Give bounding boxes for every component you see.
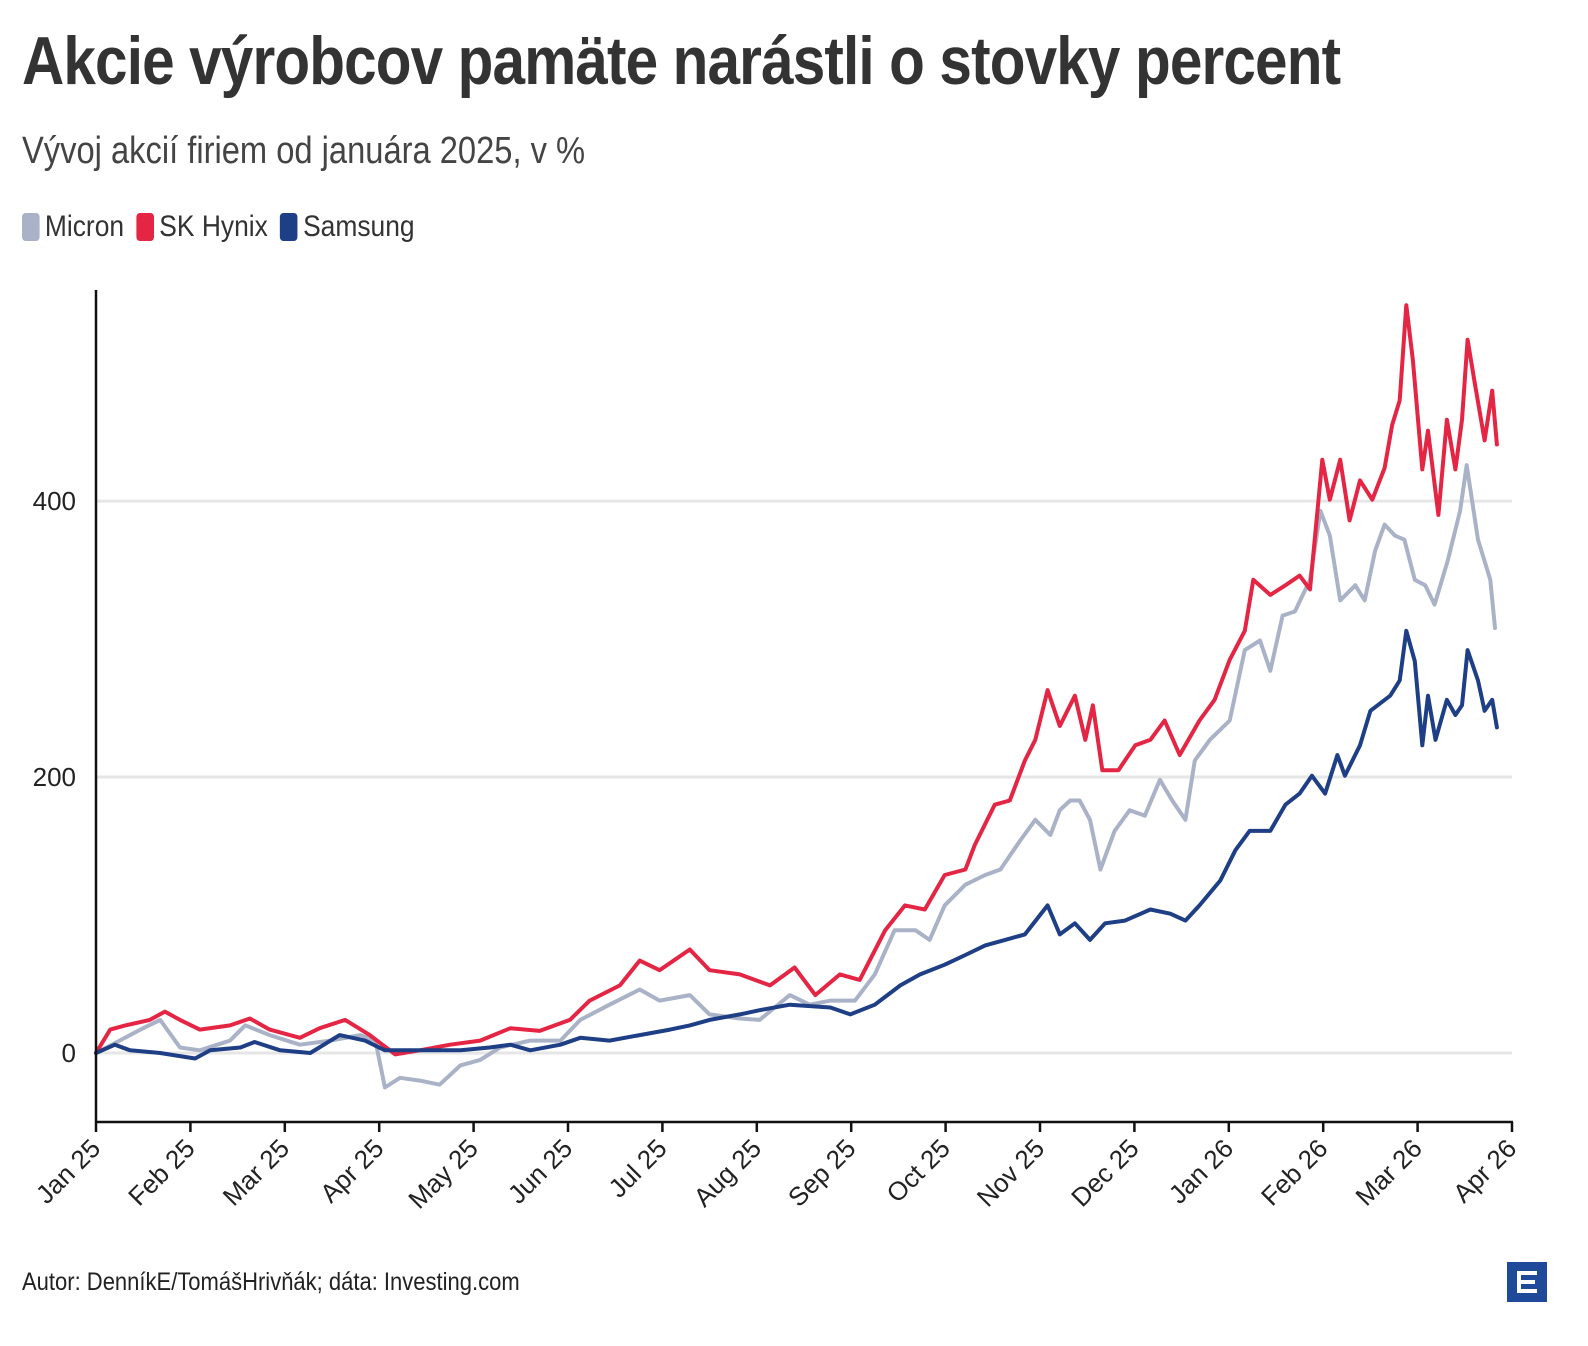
x-tick-label: May 25 xyxy=(402,1133,484,1215)
legend-swatch-micron xyxy=(22,213,40,241)
x-tick-label: Feb 25 xyxy=(122,1133,200,1211)
chart-subtitle: Vývoj akcií firiem od januára 2025, v % xyxy=(22,130,586,172)
x-tick-label: Aug 25 xyxy=(688,1133,767,1212)
x-tick-label: Apr 25 xyxy=(314,1133,389,1208)
series-line-sk-hynix xyxy=(94,303,1499,1057)
legend-item-samsung: Samsung xyxy=(280,210,415,244)
legend: Micron SK Hynix Samsung xyxy=(22,210,415,244)
x-tick-label: Dec 25 xyxy=(1065,1133,1144,1212)
x-tick-label: Apr 26 xyxy=(1447,1133,1522,1208)
x-tick-label: Oct 25 xyxy=(880,1133,955,1208)
publisher-logo xyxy=(1507,1262,1547,1302)
x-tick-label: Jan 26 xyxy=(1163,1133,1239,1209)
logo-e-icon xyxy=(1517,1271,1537,1293)
legend-swatch-samsung xyxy=(280,213,298,241)
y-tick-label: 200 xyxy=(33,762,76,792)
legend-label-micron: Micron xyxy=(44,210,125,243)
legend-label-sk-hynix: SK Hynix xyxy=(159,210,268,243)
x-tick-label: Jun 25 xyxy=(502,1133,578,1209)
chart-title: Akcie výrobcov pamäte narástli o stovky … xyxy=(22,23,1341,99)
x-tick-label: Mar 25 xyxy=(217,1133,295,1211)
legend-swatch-sk-hynix xyxy=(136,213,155,241)
x-tick-label: Feb 26 xyxy=(1255,1133,1333,1211)
x-tick-label: Jul 25 xyxy=(602,1133,672,1203)
x-tick-label: Mar 26 xyxy=(1349,1133,1427,1211)
x-tick-label: Sep 25 xyxy=(782,1133,861,1212)
y-tick-label: 0 xyxy=(62,1038,76,1068)
series-line-samsung xyxy=(94,628,1499,1061)
legend-item-sk-hynix: SK Hynix xyxy=(136,210,268,244)
series-line-micron xyxy=(94,463,1497,1090)
legend-label-samsung: Samsung xyxy=(303,210,415,243)
x-tick-label: Nov 25 xyxy=(971,1133,1050,1212)
legend-item-micron: Micron xyxy=(22,210,124,244)
x-tick-label: Jan 25 xyxy=(30,1133,106,1209)
source-credit: Autor: DenníkE/TomášHrivňák; dáta: Inves… xyxy=(22,1268,520,1296)
y-tick-label: 400 xyxy=(33,486,76,516)
